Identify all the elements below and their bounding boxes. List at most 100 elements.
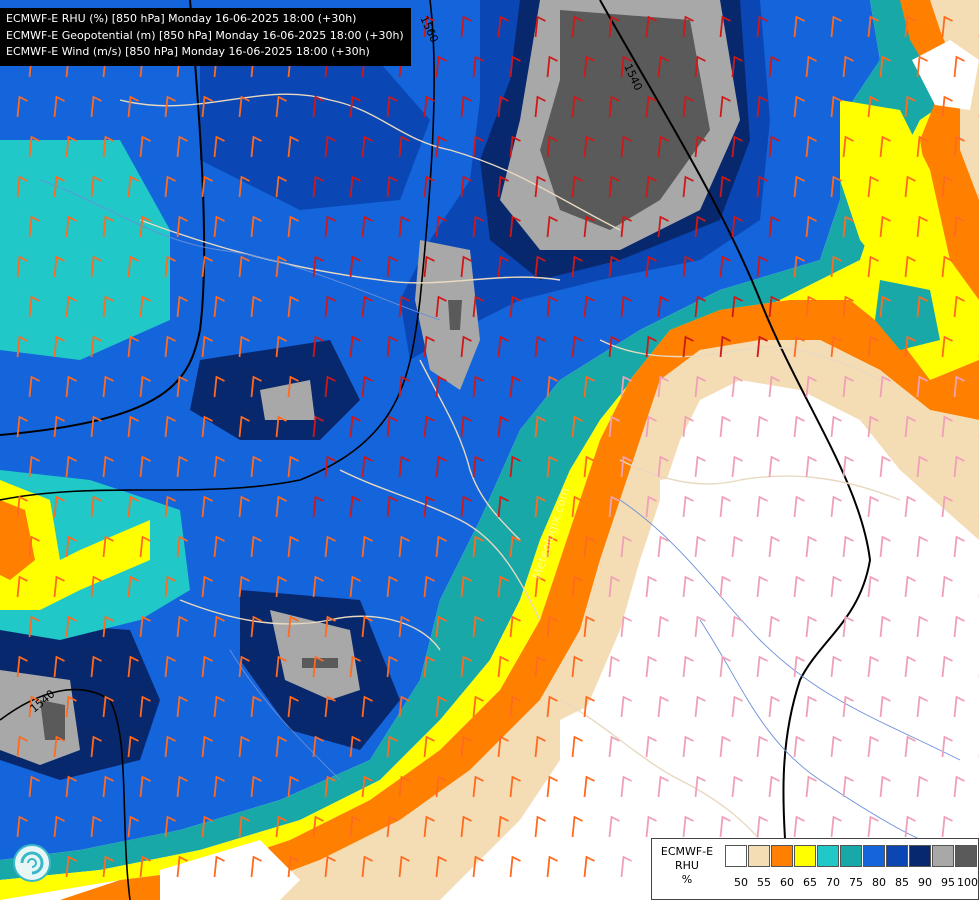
wind-barb	[719, 415, 731, 438]
wind-barb	[571, 95, 583, 118]
wind-barb	[509, 55, 521, 78]
wind-barb	[361, 775, 373, 798]
wind-barb	[250, 775, 262, 798]
wind-barb	[608, 175, 620, 198]
legend-tick-label: 65	[803, 876, 817, 889]
wind-barb	[830, 735, 842, 758]
wind-barb	[386, 95, 398, 118]
wind-barb	[176, 535, 188, 558]
wind-barb	[904, 95, 916, 118]
wind-barb	[867, 335, 879, 358]
wind-barb	[312, 95, 324, 118]
wind-barb	[423, 255, 435, 278]
wind-barb	[65, 855, 77, 878]
wind-barb	[349, 575, 361, 598]
wind-barb	[386, 815, 398, 838]
wind-barb	[583, 455, 595, 478]
legend-swatches	[725, 845, 978, 867]
wind-barb	[386, 655, 398, 678]
wind-barb	[842, 135, 854, 158]
wind-barb	[546, 455, 558, 478]
wind-barb	[238, 95, 250, 118]
wind-barb	[719, 15, 731, 38]
wind-barb	[904, 815, 916, 838]
wind-barb	[28, 135, 40, 158]
legend-tick-label: 100	[957, 876, 978, 889]
wind-barb	[768, 295, 780, 318]
wind-barb	[608, 575, 620, 598]
wind-barb	[349, 175, 361, 198]
wind-barb	[620, 55, 632, 78]
wind-barb	[472, 455, 484, 478]
wind-barb	[53, 815, 65, 838]
wind-barb	[867, 735, 879, 758]
wind-barb	[312, 735, 324, 758]
wind-barb	[102, 535, 114, 558]
wind-barb	[324, 855, 336, 878]
wind-barb	[324, 535, 336, 558]
legend-tick-label: 90	[918, 876, 932, 889]
wind-barb	[941, 655, 953, 678]
wind-barb	[534, 255, 546, 278]
contour-1540-east	[599, 0, 872, 900]
wind-barb	[620, 455, 632, 478]
wind-barb	[916, 775, 928, 798]
wind-barb	[805, 55, 817, 78]
wind-barb	[904, 175, 916, 198]
wind-barb	[793, 735, 805, 758]
wind-barb	[213, 855, 225, 878]
wind-barb	[534, 335, 546, 358]
wind-barb	[398, 695, 410, 718]
wind-barb	[793, 15, 805, 38]
wind-barb	[793, 815, 805, 838]
wind-barb	[349, 415, 361, 438]
wind-barb	[682, 655, 694, 678]
wind-barb	[250, 215, 262, 238]
wind-barb	[756, 735, 768, 758]
wind-barb	[423, 15, 435, 38]
wind-barb	[879, 295, 891, 318]
wind-barb	[497, 335, 509, 358]
wind-barb	[916, 375, 928, 398]
wind-barb	[472, 695, 484, 718]
wind-barb	[694, 55, 706, 78]
wind-barb	[460, 415, 472, 438]
wind-barb	[756, 495, 768, 518]
legend-swatch	[932, 845, 954, 867]
wind-barb	[842, 295, 854, 318]
wind-barb	[941, 335, 953, 358]
wind-barb	[731, 295, 743, 318]
wind-barb	[719, 815, 731, 838]
wind-barb	[102, 775, 114, 798]
wind-barb	[793, 335, 805, 358]
wind-barb	[953, 695, 965, 718]
wind-barb	[879, 455, 891, 478]
wind-barb	[250, 855, 262, 878]
wind-barb	[904, 335, 916, 358]
wind-barb	[213, 215, 225, 238]
wind-barb	[28, 375, 40, 398]
wind-barb	[460, 815, 472, 838]
wind-barb	[386, 255, 398, 278]
wind-barb	[361, 455, 373, 478]
wind-barb	[398, 775, 410, 798]
wind-barb	[731, 695, 743, 718]
wind-barb	[90, 335, 102, 358]
wind-barb	[102, 215, 114, 238]
wind-barb	[546, 695, 558, 718]
wind-barb	[102, 295, 114, 318]
wind-barb	[793, 575, 805, 598]
legend-swatch	[794, 845, 816, 867]
wind-barb	[497, 655, 509, 678]
wind-barb	[793, 655, 805, 678]
wind-barb	[164, 335, 176, 358]
wind-barb	[953, 375, 965, 398]
west-orange	[0, 500, 35, 580]
wind-barb	[793, 495, 805, 518]
wind-barb	[608, 495, 620, 518]
wind-barb	[608, 415, 620, 438]
wind-barb	[805, 215, 817, 238]
wind-barb	[213, 135, 225, 158]
wind-barb	[312, 175, 324, 198]
